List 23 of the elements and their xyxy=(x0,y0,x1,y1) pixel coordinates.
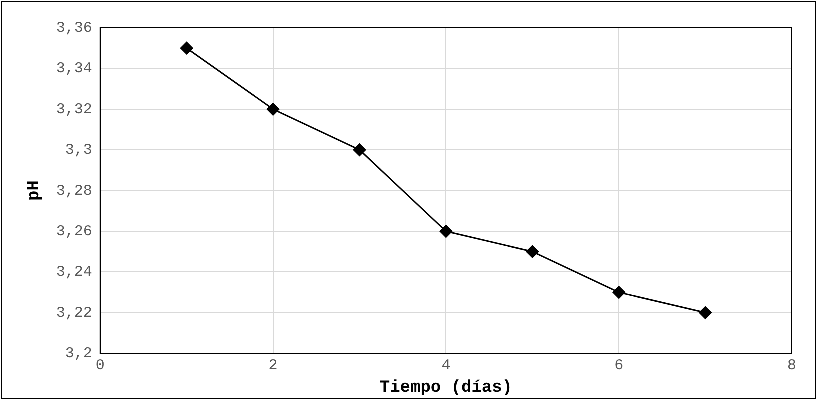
y-tick-label: 3,34 xyxy=(56,60,92,78)
y-tick-label: 3,3 xyxy=(65,142,92,160)
x-tick-label: 6 xyxy=(614,358,624,375)
point xyxy=(612,286,626,300)
point xyxy=(180,42,194,55)
point xyxy=(353,144,366,157)
x-tick-label: 2 xyxy=(268,358,278,375)
x-tick-label: 4 xyxy=(442,358,451,375)
y-tick-label: 3,36 xyxy=(56,20,92,37)
x-tick-label: 0 xyxy=(96,358,105,375)
point xyxy=(526,245,540,258)
y-tick-label: 3,2 xyxy=(65,346,92,363)
x-axis-title: Tiempo (días) xyxy=(380,379,513,398)
x-tick-label: 8 xyxy=(787,358,797,375)
y-tick-label: 3,24 xyxy=(56,264,92,282)
y-axis-title: pH xyxy=(25,180,44,202)
y-tick-label: 3,28 xyxy=(56,182,92,200)
point xyxy=(699,306,712,320)
y-tick-label: 3,32 xyxy=(56,101,92,118)
y-tick-label: 3,26 xyxy=(56,223,92,240)
point xyxy=(266,102,280,116)
point xyxy=(440,225,453,238)
y-tick-label: 3,22 xyxy=(56,304,92,322)
